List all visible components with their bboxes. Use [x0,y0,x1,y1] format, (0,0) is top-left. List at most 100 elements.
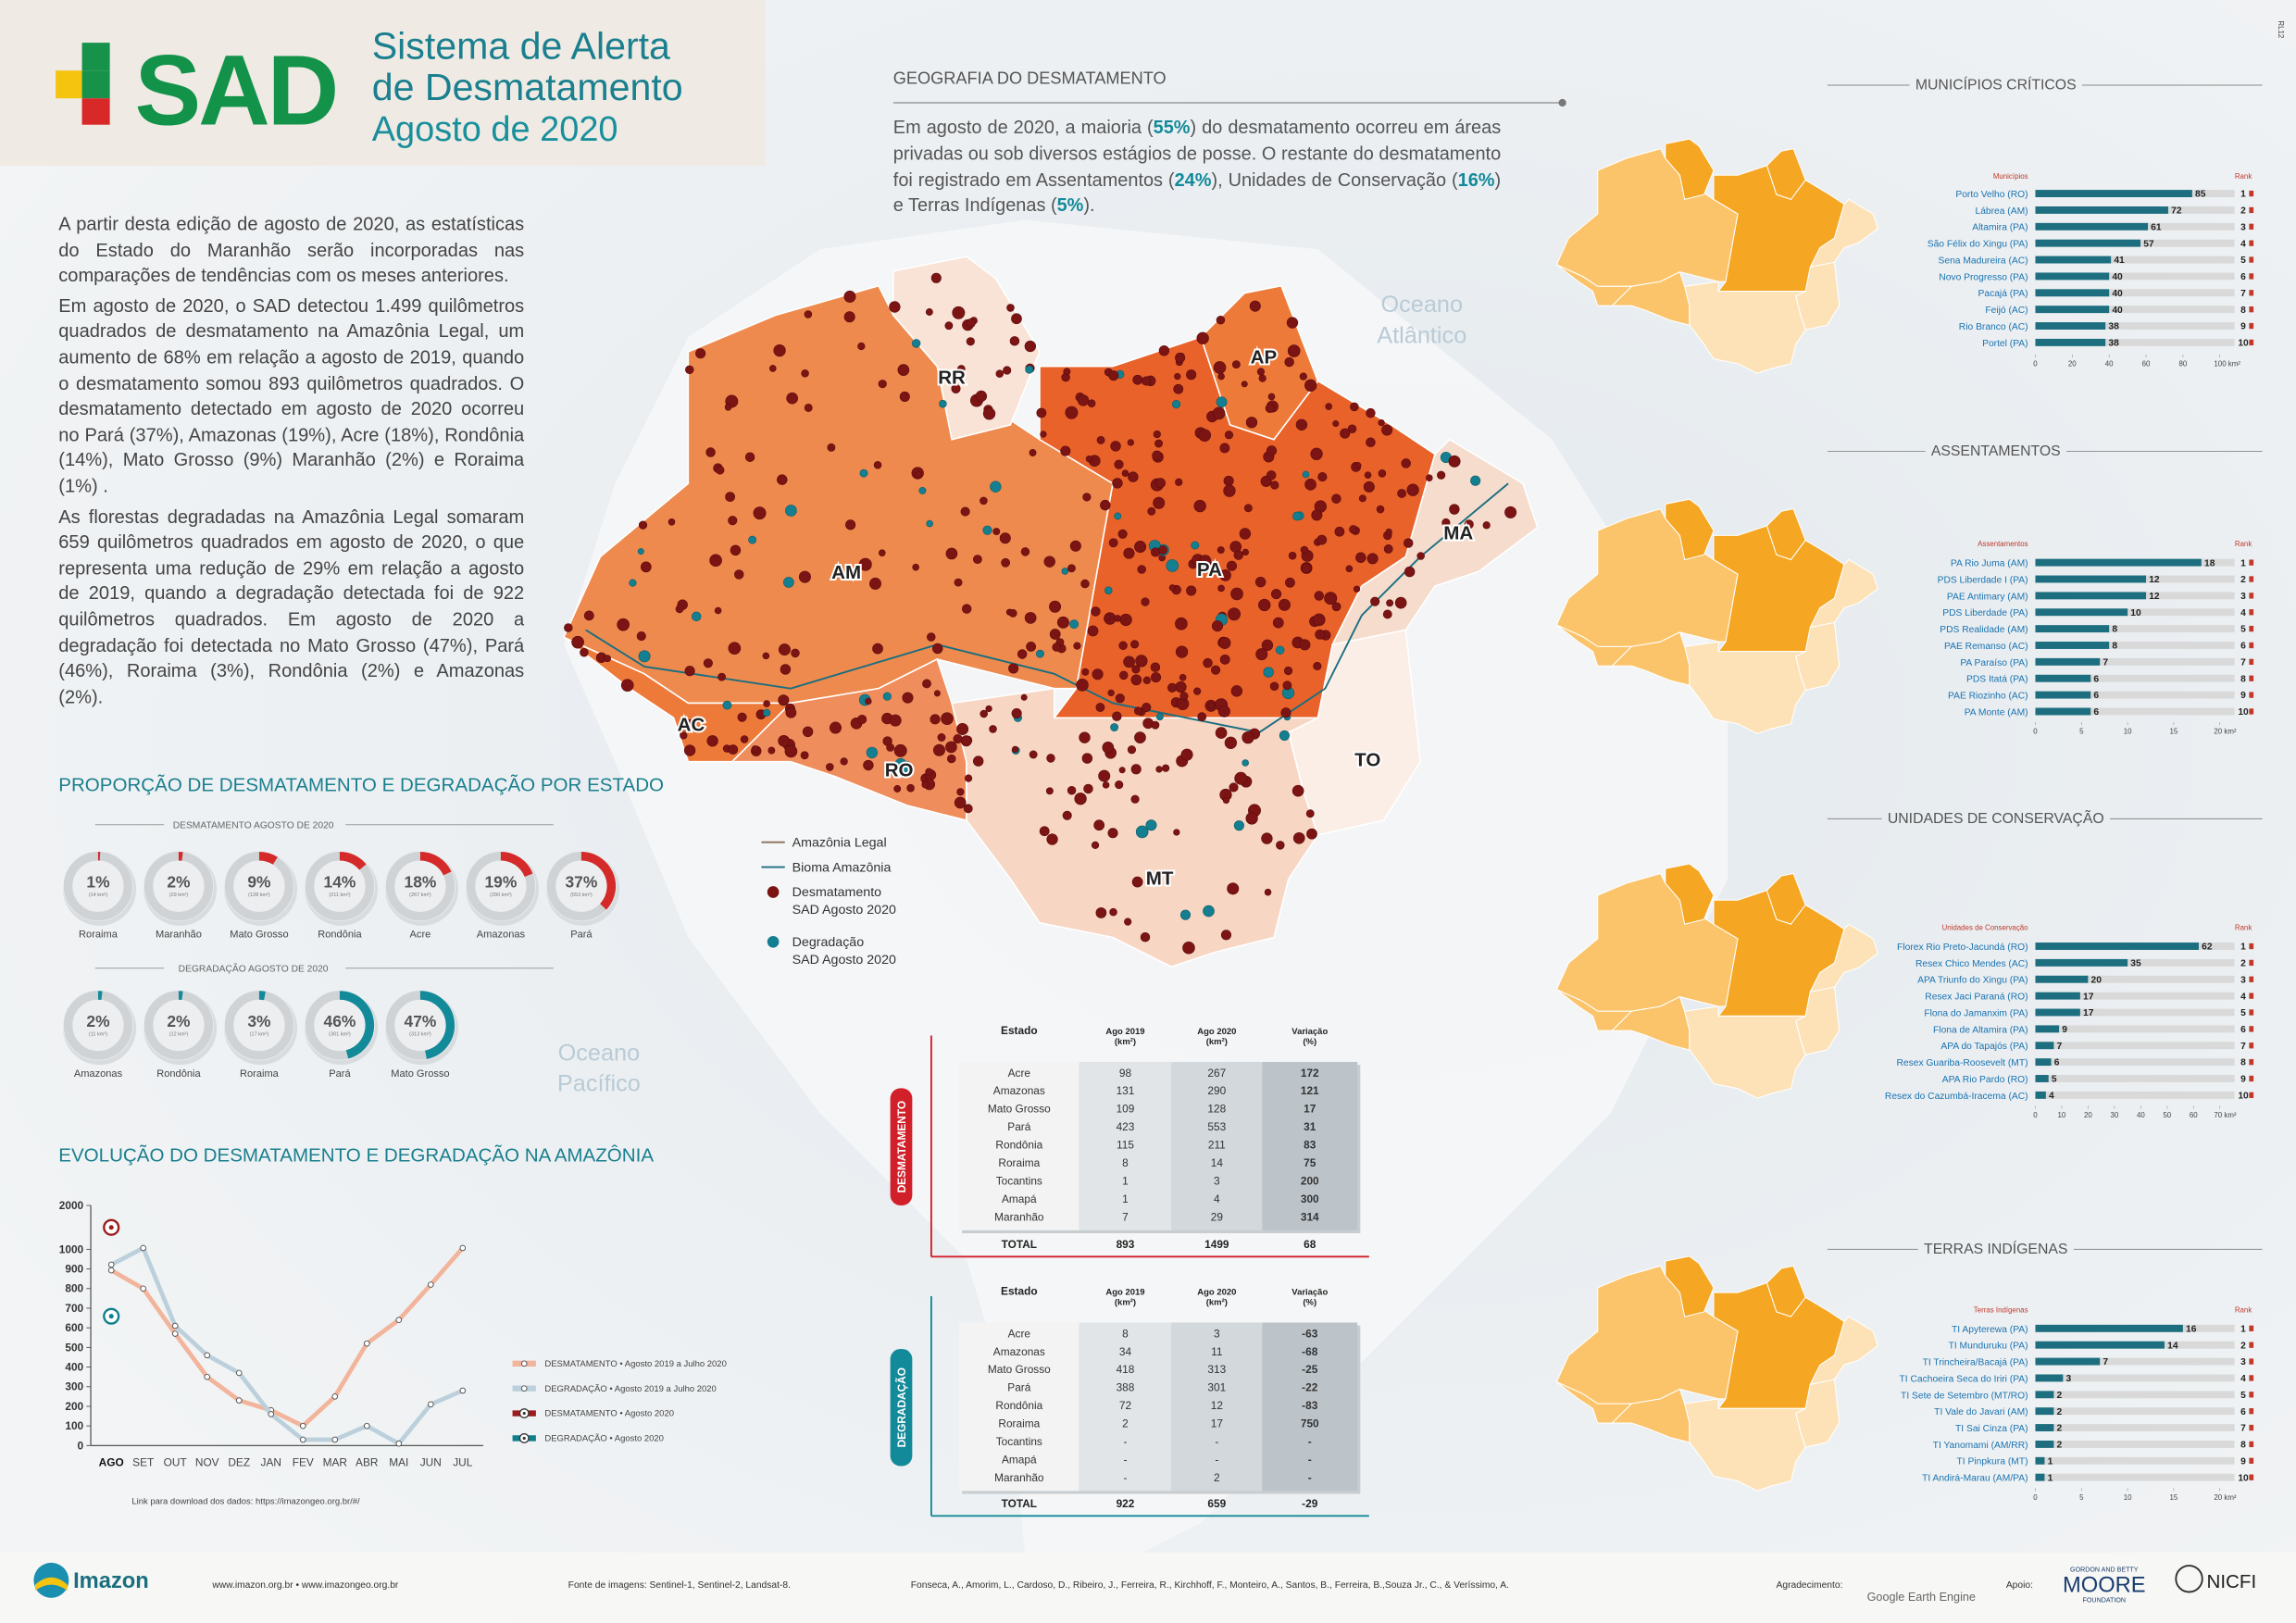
table-total: TOTAL [1002,1497,1037,1510]
deforestation-dot [1366,407,1376,418]
deforestation-dot [1283,666,1293,676]
deforestation-dot [1112,711,1122,721]
rank-label: 9 [2240,691,2246,701]
deforestation-dot [1378,469,1387,478]
point [235,1369,243,1377]
deforestation-dot [1141,597,1150,606]
donut-bg [63,990,133,1061]
rank-marker [2249,1474,2254,1480]
deforestation-dot [953,733,963,744]
donut-bg [304,990,375,1061]
deforestation-dot [1280,707,1292,718]
deforestation-dot [1193,687,1202,695]
footer-band [0,1552,2296,1623]
x-tick-label: AGO [99,1455,124,1468]
category-label: TI Apyterewa (PA) [1952,1325,2028,1335]
x-tick-label: 100 km² [2214,360,2240,368]
category-label: TI Vale do Javari (AM) [1934,1407,2028,1417]
deforestation-dot [1313,661,1322,671]
bar [2035,691,2091,699]
rank-marker [2249,576,2254,582]
deforestation-dot [1127,745,1137,755]
donut-value: 14% [324,873,356,892]
point [331,1393,339,1400]
degradation-dot [1279,730,1290,741]
bar-track [2035,1391,2235,1399]
deforestation-dot [889,714,902,727]
category-label: PA Rio Juma (AM) [1951,559,2028,569]
bar-track [2035,1357,2235,1366]
table-cell: 14 [1211,1156,1224,1169]
degradation-dot [1036,649,1044,658]
deforestation-dot [972,555,982,565]
degradation-dot [748,535,757,544]
degradation-dot [900,760,913,773]
category-label: São Félix do Xingu (PA) [1928,240,2028,250]
logo-square [81,70,110,99]
rank-marker [2249,658,2254,666]
deforestation-dot [636,630,646,642]
donut-bg [144,990,214,1061]
column-header: Rank [2235,172,2252,181]
nicfi-logo [2175,1565,2203,1593]
deforestation-dot [1299,639,1311,651]
deforestation-dot [937,733,946,742]
deforestation-dot [1272,617,1284,629]
deforestation-dot [1003,366,1012,375]
deforestation-dot [1020,547,1030,556]
deforestation-dot [897,364,910,376]
deforestation-dot [564,623,573,632]
point [235,1397,243,1404]
deforestation-dot [777,474,788,485]
deforestation-dot [1254,576,1267,588]
deforestation-dot [1087,625,1099,637]
deforestation-dot [1310,447,1323,460]
deforestation-dot [1282,680,1292,691]
deforestation-dot [1353,585,1361,593]
paragraph-text: ) e Terras Indígenas ( [892,169,1502,217]
deforestation-dot [1110,441,1121,452]
deforestation-dot [1152,450,1163,461]
deforestation-dot [1347,424,1357,433]
bar [2035,558,2202,567]
x-tick-label: NOV [195,1455,219,1468]
side-label-box [890,1088,913,1205]
deforestation-dot [954,578,963,587]
donut-state: Mato Grosso [230,930,288,941]
category-label: PA Paraíso (PA) [1960,658,2028,668]
point [395,1440,403,1447]
category-label: TI Sai Cinza (PA) [1955,1424,2028,1434]
deforestation-dot [737,712,747,722]
donut-state: Rondônia [318,930,362,941]
deforestation-dot [1219,443,1230,454]
rule-end [1558,98,1566,107]
value-label: 8 [2112,625,2117,635]
rank-marker [2249,290,2254,296]
deforestation-dot [1230,587,1243,601]
deforestation-dot [1151,672,1162,683]
deforestation-dot [843,290,856,303]
rank-label: 10 [2238,339,2249,349]
line-series [110,1245,464,1446]
bar-track [2035,625,2235,633]
deforestation-dot [1449,504,1460,515]
footer-logo-text: Google Earth Engine [1867,1591,1976,1604]
degradation-dot [1025,365,1034,374]
x-tick-label: 60 [2190,1111,2198,1119]
bar-track [2035,1374,2235,1382]
legend-label: Amazônia Legal [792,835,887,850]
deforestation-dot [893,743,907,757]
deforestation-dot [1382,609,1392,619]
deforestation-dot [1017,649,1028,659]
bar-track [2035,992,2235,1000]
deforestation-dot [912,563,919,571]
deforestation-dot [1073,642,1081,650]
category-label: TI Trincheira/Bacajá (PA) [1923,1358,2028,1368]
bar [2035,1357,2101,1366]
table-cell: 8 [1122,1327,1129,1340]
bar [2035,1341,2165,1349]
category-label: Florex Rio Preto-Jacundá (RO) [1897,943,2028,953]
deforestation-dot [1093,819,1105,831]
point [395,1317,403,1324]
deforestation-dot [1140,931,1151,943]
